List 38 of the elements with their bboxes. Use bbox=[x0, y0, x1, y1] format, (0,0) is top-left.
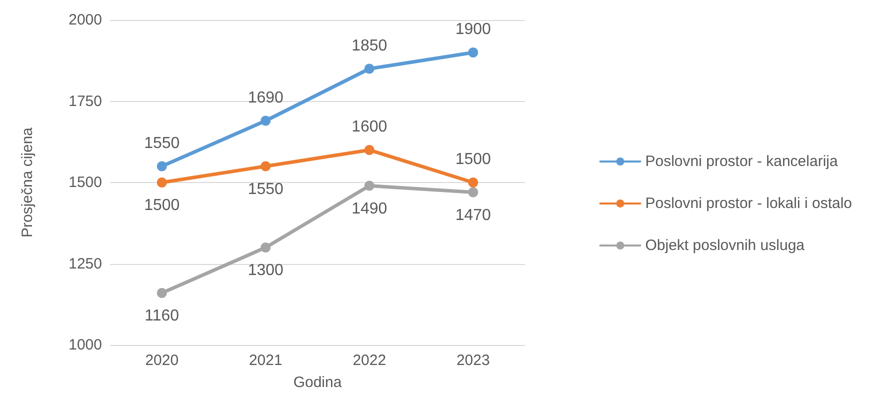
data-label: 1470 bbox=[455, 206, 492, 224]
point bbox=[468, 178, 478, 188]
y-tick-label: 2000 bbox=[68, 12, 102, 28]
data-label: 1550 bbox=[248, 180, 284, 198]
x-tick-label: 2020 bbox=[145, 352, 179, 369]
y-axis-title: Prosječna cijena bbox=[19, 126, 36, 238]
x-tick-label: 2021 bbox=[248, 352, 282, 369]
legend-label: Objekt poslovnih usluga bbox=[645, 237, 806, 254]
data-label: 1690 bbox=[248, 89, 284, 106]
point bbox=[364, 180, 374, 191]
point bbox=[260, 116, 271, 126]
point bbox=[364, 145, 374, 155]
data-label: 1900 bbox=[455, 21, 492, 38]
data-label: 1850 bbox=[352, 37, 388, 54]
data-label: 1490 bbox=[352, 200, 388, 218]
y-tick-label: 1250 bbox=[68, 255, 102, 272]
y-tick-label: 1000 bbox=[68, 336, 102, 354]
y-tick-label: 1750 bbox=[68, 92, 102, 110]
x-tick-label: 2023 bbox=[456, 352, 490, 369]
data-label: 1550 bbox=[144, 134, 180, 152]
data-label: 1500 bbox=[455, 151, 492, 168]
point bbox=[468, 187, 478, 198]
data-label: 1160 bbox=[144, 308, 180, 324]
point bbox=[364, 64, 374, 74]
point bbox=[156, 288, 167, 298]
point bbox=[156, 178, 167, 188]
point bbox=[468, 48, 478, 58]
point bbox=[260, 161, 271, 172]
data-label: 1600 bbox=[352, 118, 388, 136]
data-label: 1300 bbox=[248, 262, 284, 279]
data-label: 1500 bbox=[144, 197, 180, 214]
legend-label: Poslovni prostor - kancelarija bbox=[645, 153, 838, 170]
y-tick-label: 1500 bbox=[68, 174, 102, 191]
x-tick-label: 2022 bbox=[352, 352, 386, 369]
point bbox=[260, 242, 271, 252]
legend-label: Poslovni prostor - lokali i ostalo bbox=[645, 195, 852, 212]
x-axis-title: Godina bbox=[293, 374, 342, 391]
point bbox=[156, 161, 167, 172]
